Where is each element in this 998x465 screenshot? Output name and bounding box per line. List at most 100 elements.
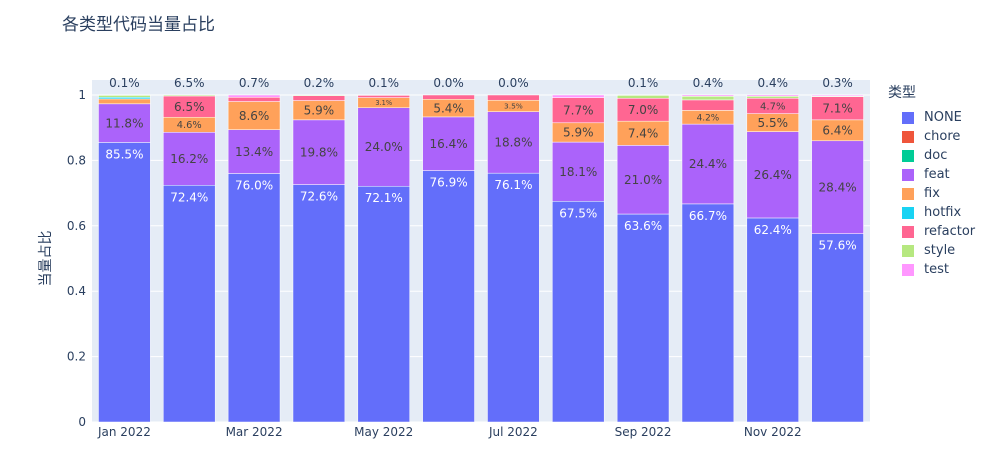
data-label-feat: 24.4% — [689, 157, 727, 171]
bar-style — [616, 95, 670, 99]
bar-refactor — [357, 95, 410, 98]
data-label-feat: 18.1% — [559, 165, 597, 179]
top-data-label: 0.4% — [758, 76, 789, 90]
bar-test — [681, 94, 735, 97]
bar-feat — [422, 116, 475, 171]
data-label-none: 57.6% — [819, 239, 857, 253]
legend-item-test[interactable]: test — [888, 260, 975, 279]
legend-items: NONE chore doc feat fix hotfix refactor style te… — [888, 108, 975, 279]
legend-item-chore[interactable]: chore — [888, 127, 975, 146]
legend-label: test — [924, 262, 949, 277]
bar-none — [746, 217, 799, 423]
bar-style — [98, 95, 151, 98]
legend-label: doc — [924, 148, 948, 163]
bar-none — [292, 184, 346, 423]
data-label-none: 67.5% — [559, 206, 597, 220]
data-label-feat: 16.4% — [430, 137, 468, 151]
y-tick-label: 0.2 — [67, 350, 86, 364]
legend-label: fix — [924, 186, 940, 201]
legend-swatch — [902, 130, 914, 143]
top-data-label: 0.0% — [433, 76, 464, 90]
data-label-none: 66.7% — [689, 209, 727, 223]
data-label-feat: 11.8% — [105, 116, 143, 130]
bar-style — [681, 96, 735, 101]
legend-label: chore — [924, 129, 961, 144]
data-label-none: 63.6% — [624, 219, 662, 233]
data-label-fix: 3.1% — [375, 99, 392, 107]
data-label-none: 72.4% — [170, 190, 208, 204]
y-tick-label: 0 — [78, 415, 86, 429]
data-label-refactor: 4.7% — [760, 101, 785, 112]
data-label-none: 76.9% — [430, 176, 468, 190]
legend-swatch — [902, 187, 914, 200]
data-label-none: 72.1% — [365, 191, 403, 205]
data-label-feat: 21.0% — [624, 173, 662, 187]
legend-item-style[interactable]: style — [888, 241, 975, 260]
legend-item-doc[interactable]: doc — [888, 146, 975, 165]
bar-none — [552, 201, 605, 423]
legend-item-feat[interactable]: feat — [888, 165, 975, 184]
legend-swatch — [902, 111, 914, 124]
bar-fix — [227, 101, 281, 130]
x-tick-label: Jul 2022 — [488, 425, 538, 439]
bar-feat — [746, 131, 799, 219]
bar-feat — [616, 145, 670, 215]
bar-none — [163, 185, 216, 423]
bar-refactor — [292, 95, 346, 101]
legend-swatch — [902, 149, 914, 162]
data-label-feat: 19.8% — [300, 145, 338, 159]
bar-feat — [98, 103, 151, 143]
x-tick-label: Mar 2022 — [226, 425, 283, 439]
data-label-fix: 5.9% — [563, 126, 594, 140]
bar-refactor — [487, 94, 540, 101]
bar-feat — [811, 140, 864, 234]
bar-none — [487, 172, 540, 423]
bar-feat — [681, 123, 735, 205]
data-label-none: 76.0% — [235, 178, 273, 192]
bar-none — [681, 203, 735, 423]
legend-item-refactor[interactable]: refactor — [888, 222, 975, 241]
data-label-feat: 28.4% — [819, 180, 857, 194]
legend-label: style — [924, 243, 956, 258]
data-label-fix: 6.4% — [822, 124, 853, 138]
bar-test — [552, 94, 605, 98]
legend-item-none[interactable]: NONE — [888, 108, 975, 127]
data-label-feat: 18.8% — [494, 136, 532, 150]
bar-feat — [163, 132, 216, 186]
y-tick-label: 0.4 — [67, 284, 86, 298]
data-label-fix: 8.6% — [239, 109, 270, 123]
bar-feat — [227, 129, 281, 174]
y-axis-title: 当量占比 — [38, 231, 54, 287]
legend-swatch — [902, 168, 914, 181]
legend-item-fix[interactable]: fix — [888, 184, 975, 203]
data-label-refactor: 7.1% — [822, 101, 853, 115]
x-tick-label: Jan 2022 — [97, 425, 151, 439]
chart-title: 各类型代码当量占比 — [62, 15, 215, 35]
data-label-fix: 3.5% — [504, 102, 523, 111]
data-label-fix: 5.5% — [758, 116, 789, 130]
data-label-refactor: 7.7% — [563, 103, 594, 117]
top-data-label: 0.2% — [304, 76, 335, 90]
top-data-label: 0.1% — [628, 76, 659, 90]
legend-label: feat — [924, 167, 950, 182]
bar-refactor — [681, 99, 735, 111]
bar-none — [616, 213, 670, 423]
data-label-refactor: 6.5% — [174, 100, 205, 114]
data-label-fix: 5.9% — [304, 103, 335, 117]
legend-swatch — [902, 225, 914, 238]
top-data-label: 0.7% — [239, 76, 270, 90]
bar-refactor — [227, 97, 281, 102]
plot-background — [92, 80, 870, 422]
bar-refactor — [552, 97, 605, 124]
data-label-feat: 13.4% — [235, 145, 273, 159]
data-label-none: 62.4% — [754, 223, 792, 237]
data-label-feat: 16.2% — [170, 152, 208, 166]
bar-none — [357, 185, 410, 423]
legend-item-hotfix[interactable]: hotfix — [888, 203, 975, 222]
x-tick-label: May 2022 — [354, 425, 413, 439]
legend-label: hotfix — [924, 205, 962, 220]
legend-label: NONE — [924, 110, 962, 125]
bar-style — [163, 94, 216, 97]
